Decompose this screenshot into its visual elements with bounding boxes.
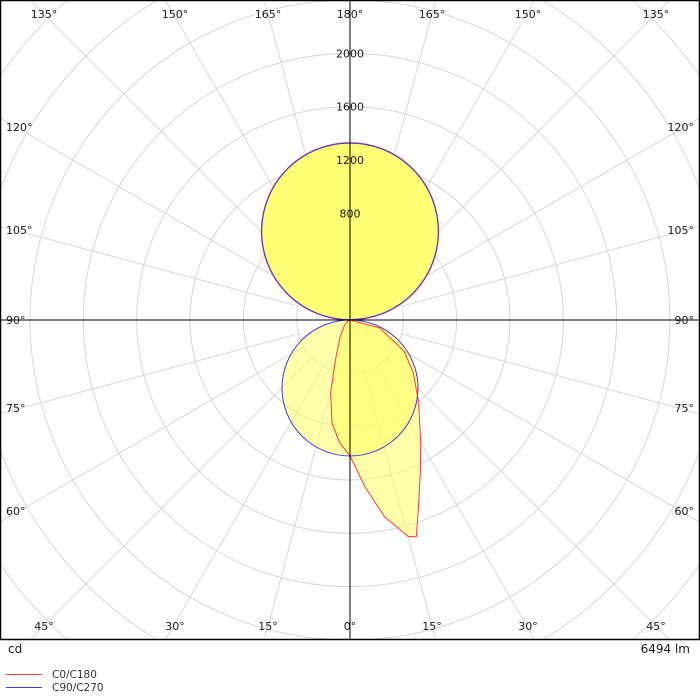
svg-text:120°: 120° (668, 121, 695, 134)
svg-text:30°: 30° (518, 620, 538, 633)
svg-text:60°: 60° (675, 505, 695, 518)
legend-label: C90/C270 (52, 681, 104, 694)
svg-text:45°: 45° (646, 620, 666, 633)
svg-text:2000: 2000 (336, 47, 364, 60)
unit-label: cd (8, 642, 23, 656)
svg-text:30°: 30° (165, 620, 185, 633)
svg-text:60°: 60° (6, 505, 26, 518)
svg-text:1200: 1200 (336, 154, 364, 167)
svg-text:150°: 150° (162, 8, 189, 21)
legend-swatch-red (6, 674, 42, 675)
svg-text:105°: 105° (6, 224, 33, 237)
svg-text:45°: 45° (34, 620, 54, 633)
svg-text:15°: 15° (258, 620, 278, 633)
luminous-flux-label: 6494 lm (640, 642, 690, 656)
legend-swatch-blue (6, 687, 42, 688)
svg-text:180°: 180° (337, 8, 364, 21)
svg-text:90°: 90° (675, 314, 695, 327)
legend-item-c0-c180: C0/C180 (6, 668, 104, 681)
svg-text:105°: 105° (668, 224, 695, 237)
legend: C0/C180 C90/C270 (6, 668, 104, 694)
axis-lines (0, 0, 700, 640)
svg-text:135°: 135° (643, 8, 670, 21)
intensity-curves (260, 142, 440, 538)
legend-item-c90-c270: C90/C270 (6, 681, 104, 694)
svg-text:150°: 150° (515, 8, 542, 21)
svg-text:800: 800 (340, 207, 361, 220)
svg-text:1600: 1600 (336, 101, 364, 114)
legend-label: C0/C180 (52, 668, 97, 681)
svg-text:135°: 135° (31, 8, 58, 21)
svg-text:75°: 75° (6, 402, 26, 415)
svg-text:165°: 165° (255, 8, 282, 21)
svg-text:75°: 75° (675, 402, 695, 415)
svg-text:90°: 90° (6, 314, 26, 327)
axis-labels: 135° 150° 165° 180° 165° 150° 135° 45° 30° 15° 0° 1… (6, 8, 694, 633)
svg-text:15°: 15° (422, 620, 442, 633)
svg-text:120°: 120° (6, 121, 33, 134)
svg-text:0°: 0° (344, 620, 357, 633)
svg-text:165°: 165° (419, 8, 446, 21)
